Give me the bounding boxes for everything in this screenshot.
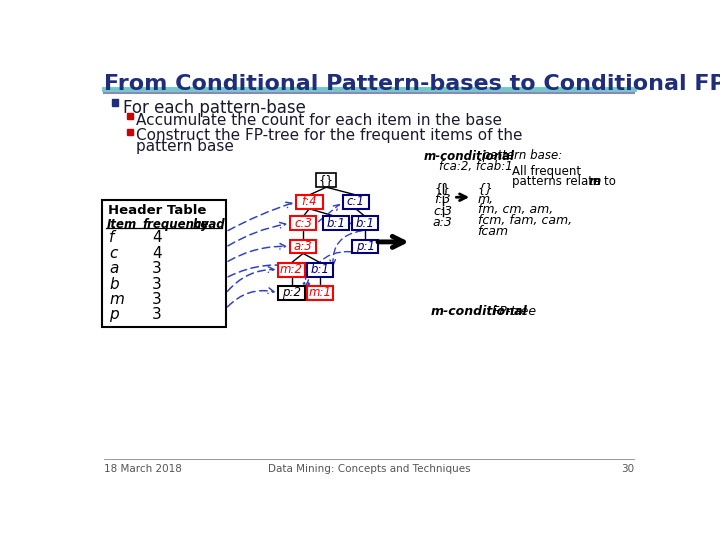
- Text: b:1: b:1: [326, 217, 345, 230]
- Text: 3: 3: [152, 261, 162, 276]
- Text: m-conditional: m-conditional: [423, 150, 514, 163]
- Bar: [316, 173, 336, 187]
- Text: 4: 4: [152, 246, 161, 261]
- Text: Header Table: Header Table: [108, 204, 206, 217]
- Text: m:2: m:2: [280, 263, 303, 276]
- Text: fca:2, fcab:1: fca:2, fcab:1: [438, 159, 513, 172]
- Bar: [102, 200, 225, 327]
- Text: {}: {}: [477, 182, 493, 195]
- Text: p:1: p:1: [356, 240, 374, 253]
- Text: a:3: a:3: [433, 217, 453, 230]
- Text: m: m: [109, 292, 125, 307]
- Text: pattern base: pattern base: [137, 139, 235, 154]
- Text: f:3: f:3: [434, 193, 451, 206]
- Text: Item: Item: [107, 218, 138, 231]
- Text: frequency: frequency: [142, 218, 209, 231]
- Bar: [279, 286, 305, 300]
- Text: f:4: f:4: [302, 195, 317, 208]
- Text: fm, cm, am,: fm, cm, am,: [477, 204, 553, 217]
- Text: p:2: p:2: [282, 286, 301, 299]
- Bar: [307, 262, 333, 276]
- Bar: [307, 286, 333, 300]
- Text: 30: 30: [621, 464, 634, 474]
- Bar: [127, 113, 132, 119]
- Text: head: head: [193, 218, 225, 231]
- Text: m,: m,: [477, 193, 494, 206]
- Text: m:1: m:1: [309, 286, 332, 299]
- Text: From Conditional Pattern-bases to Conditional FP-trees: From Conditional Pattern-bases to Condit…: [104, 74, 720, 94]
- Text: {}: {}: [435, 182, 451, 195]
- Text: Construct the FP-tree for the frequent items of the: Construct the FP-tree for the frequent i…: [137, 128, 523, 143]
- Text: c:1: c:1: [347, 195, 365, 208]
- Text: {}: {}: [319, 174, 334, 187]
- Text: m: m: [589, 175, 601, 188]
- Text: a: a: [109, 261, 119, 276]
- Text: m-conditional: m-conditional: [431, 305, 528, 318]
- Text: fcam: fcam: [477, 225, 508, 238]
- Text: fcm, fam, cam,: fcm, fam, cam,: [477, 214, 572, 227]
- Text: patterns relate to: patterns relate to: [513, 175, 620, 188]
- Text: 3: 3: [152, 276, 162, 292]
- Text: pattern base:: pattern base:: [479, 150, 562, 163]
- Bar: [127, 130, 132, 135]
- Bar: [352, 217, 378, 231]
- Bar: [112, 99, 118, 106]
- Bar: [290, 217, 316, 231]
- Text: b:1: b:1: [356, 217, 374, 230]
- Bar: [323, 217, 349, 231]
- Text: 3: 3: [152, 307, 162, 322]
- Bar: [343, 195, 369, 209]
- Text: a:3: a:3: [294, 240, 312, 253]
- Text: 4: 4: [152, 231, 161, 245]
- Text: c:3: c:3: [433, 205, 452, 218]
- Bar: [290, 240, 316, 253]
- Text: Accumulate the count for each item in the base: Accumulate the count for each item in th…: [137, 112, 503, 127]
- Text: Data Mining: Concepts and Techniques: Data Mining: Concepts and Techniques: [268, 464, 470, 474]
- Text: For each pattern-base: For each pattern-base: [122, 99, 305, 117]
- Text: c: c: [109, 246, 118, 261]
- Text: b:1: b:1: [310, 263, 330, 276]
- Bar: [296, 195, 323, 209]
- Text: 18 March 2018: 18 March 2018: [104, 464, 182, 474]
- Text: p: p: [109, 307, 119, 322]
- Text: b: b: [109, 276, 119, 292]
- Text: 3: 3: [152, 292, 162, 307]
- Text: FP-tree: FP-tree: [487, 305, 536, 318]
- Text: All frequent: All frequent: [513, 165, 582, 178]
- Bar: [279, 262, 305, 276]
- Text: c:3: c:3: [294, 217, 312, 230]
- Text: f: f: [109, 231, 114, 245]
- Bar: [352, 240, 378, 253]
